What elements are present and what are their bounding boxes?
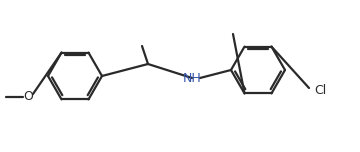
Text: Cl: Cl xyxy=(314,83,326,97)
Text: O: O xyxy=(23,90,33,104)
Text: NH: NH xyxy=(183,71,201,85)
